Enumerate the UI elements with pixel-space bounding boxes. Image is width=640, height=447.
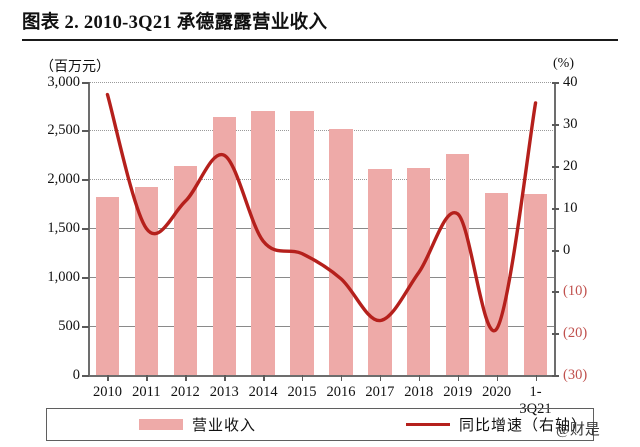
legend-item-growth[interactable]: 同比增速（右轴） xyxy=(406,414,587,435)
x-axis-label-2020: 2020 xyxy=(482,384,512,400)
right-axis-label-n30: (30) xyxy=(563,367,588,383)
axis-baseline xyxy=(88,375,555,377)
legend-label-growth: 同比增速（右轴） xyxy=(459,418,588,434)
watermark-text: @财是 xyxy=(556,422,600,438)
left-axis-label-500: 500 xyxy=(58,318,80,334)
right-tick-4 xyxy=(552,250,559,252)
page-title: 图表 2. 2010-3Q21 承德露露营业收入 xyxy=(22,13,328,33)
x-axis-label-2018: 2018 xyxy=(404,384,434,400)
right-axis-labels: 40 30 20 10 0 (10) (20) (30) xyxy=(563,0,613,447)
bar-2016 xyxy=(329,128,353,375)
right-tick-3 xyxy=(552,208,559,210)
title-divider xyxy=(22,39,618,42)
gridline-2500 xyxy=(88,130,555,131)
right-axis-label-n20: (20) xyxy=(563,325,588,341)
right-tick-0 xyxy=(552,82,559,84)
x-axis-label-2011: 2011 xyxy=(132,384,161,400)
x-tick-2015 xyxy=(302,375,304,381)
right-axis-label-40: 40 xyxy=(563,74,578,90)
right-tick-7 xyxy=(552,375,559,377)
chart-legend: 营业收入 同比增速（右轴） xyxy=(46,408,594,441)
left-axis-label-2000: 2,000 xyxy=(47,171,80,187)
legend-line-swatch-icon xyxy=(406,422,451,427)
x-tick-2014 xyxy=(263,375,265,381)
left-tick-1 xyxy=(82,130,89,132)
bar-2017 xyxy=(368,168,392,375)
bar-2012 xyxy=(173,165,197,375)
x-axis-label-2019: 2019 xyxy=(443,384,473,400)
left-tick-5 xyxy=(82,326,89,328)
right-tick-1 xyxy=(552,124,559,126)
bar-2019 xyxy=(446,153,470,375)
bar-2014 xyxy=(251,111,275,375)
x-axis-label-2010: 2010 xyxy=(92,384,122,400)
left-tick-0 xyxy=(82,82,89,84)
left-axis-unit: （百万元） xyxy=(40,60,110,75)
left-axis-label-0: 0 xyxy=(72,367,80,383)
x-axis-label-2015: 2015 xyxy=(287,384,317,400)
left-axis-label-1500: 1,500 xyxy=(47,220,80,236)
left-tick-3 xyxy=(82,228,89,230)
right-axis-label-n10: (10) xyxy=(563,283,588,299)
right-axis-line xyxy=(554,82,556,376)
gridline-3000 xyxy=(88,82,555,83)
x-tick-2018 xyxy=(418,375,421,381)
right-axis-label-10: 10 xyxy=(563,200,578,216)
legend-label-revenue: 营业收入 xyxy=(192,418,257,434)
chart-title-block: 图表 2. 2010-3Q21 承德露露营业收入 xyxy=(22,8,618,44)
gridline-2000 xyxy=(88,179,555,180)
right-tick-6 xyxy=(552,333,559,335)
bar-1-3Q21 xyxy=(523,193,548,375)
x-tick-2012 xyxy=(185,375,187,381)
bar-2010 xyxy=(95,197,120,375)
bar-2011 xyxy=(134,186,159,375)
left-tick-4 xyxy=(82,277,89,279)
right-tick-5 xyxy=(552,291,559,293)
x-axis-label-2013: 2013 xyxy=(209,384,239,400)
right-tick-2 xyxy=(552,166,559,168)
left-axis-label-1000: 1,000 xyxy=(47,269,80,285)
left-tick-2 xyxy=(82,179,89,181)
x-tick-2017 xyxy=(379,375,382,381)
left-axis-labels: 3,000 2,500 2,000 1,500 1,000 500 0 xyxy=(30,0,80,447)
right-axis-label-20: 20 xyxy=(563,158,578,174)
left-axis-label-3000: 3,000 xyxy=(47,74,80,90)
x-axis-label-2016: 2016 xyxy=(326,384,356,400)
x-tick-1-3Q21 xyxy=(535,375,537,381)
x-tick-2020 xyxy=(496,375,499,381)
bar-2020 xyxy=(484,193,509,375)
x-axis-label-2012: 2012 xyxy=(170,384,200,400)
x-tick-2013 xyxy=(224,375,226,381)
x-axis-label-2014: 2014 xyxy=(248,384,278,400)
x-tick-2016 xyxy=(340,375,343,381)
right-axis-label-0: 0 xyxy=(563,242,571,258)
right-axis-unit: (%) xyxy=(553,56,574,71)
right-axis-label-30: 30 xyxy=(563,116,578,132)
x-axis-label-2017: 2017 xyxy=(365,384,395,400)
legend-bar-swatch-icon xyxy=(139,419,183,430)
left-axis-label-2500: 2,500 xyxy=(47,122,80,138)
bar-2015 xyxy=(290,110,314,375)
bar-2018 xyxy=(407,167,431,375)
bar-2013 xyxy=(212,117,236,375)
x-tick-2010 xyxy=(107,375,109,381)
left-tick-6 xyxy=(82,375,89,377)
x-tick-2019 xyxy=(457,375,460,381)
x-tick-2011 xyxy=(146,375,148,381)
legend-item-revenue[interactable]: 营业收入 xyxy=(139,414,256,435)
